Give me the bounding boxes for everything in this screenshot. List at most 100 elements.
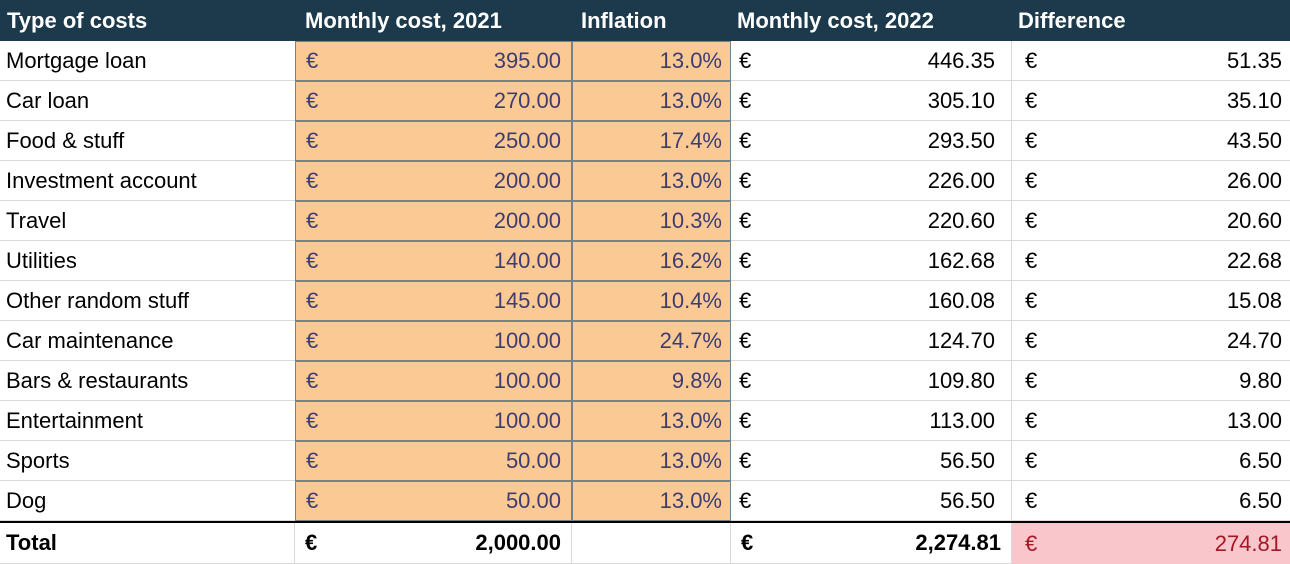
cell-monthly-cost-2021[interactable]: € 100.00 — [295, 361, 572, 401]
total-difference-cell[interactable]: € 274.81 — [1012, 523, 1290, 564]
cell-type-of-costs[interactable]: Investment account — [0, 161, 295, 201]
cell-monthly-cost-2021[interactable]: € 140.00 — [295, 241, 572, 281]
cell-monthly-cost-2022[interactable]: € 109.80 — [731, 361, 1012, 401]
cell-difference[interactable]: € 26.00 — [1012, 161, 1290, 201]
cell-inflation[interactable]: 17.4% — [572, 121, 731, 161]
cell-monthly-cost-2021[interactable]: € 200.00 — [295, 201, 572, 241]
cell-type-of-costs[interactable]: Dog — [0, 481, 295, 521]
euro-symbol: € — [306, 208, 319, 233]
total-label-cell[interactable]: Total — [0, 523, 295, 564]
inflation-value: 13.0% — [659, 488, 722, 513]
cell-monthly-cost-2022[interactable]: € 56.50 — [731, 481, 1012, 521]
difference-value: 51.35 — [1226, 47, 1282, 73]
cell-difference[interactable]: € 9.80 — [1012, 361, 1290, 401]
cell-type-of-costs[interactable]: Car maintenance — [0, 321, 295, 361]
cell-type-of-costs[interactable]: Mortgage loan — [0, 41, 295, 81]
cell-inflation[interactable]: 13.0% — [572, 401, 731, 441]
cell-monthly-cost-2022[interactable]: € 162.68 — [731, 241, 1012, 281]
cell-inflation[interactable]: 13.0% — [572, 81, 731, 121]
cell-inflation[interactable]: 10.3% — [572, 201, 731, 241]
cell-monthly-cost-2022[interactable]: € 160.08 — [731, 281, 1012, 321]
cell-difference[interactable]: € 20.60 — [1012, 201, 1290, 241]
euro-symbol: € — [739, 167, 752, 193]
cell-inflation[interactable]: 13.0% — [572, 41, 731, 81]
euro-symbol: € — [1025, 167, 1038, 193]
cell-type-of-costs[interactable]: Bars & restaurants — [0, 361, 295, 401]
euro-symbol: € — [1025, 127, 1038, 153]
cell-difference[interactable]: € 6.50 — [1012, 441, 1290, 481]
difference-value: 9.80 — [1239, 367, 1282, 393]
cell-type-of-costs[interactable]: Entertainment — [0, 401, 295, 441]
cell-monthly-cost-2021[interactable]: € 100.00 — [295, 321, 572, 361]
cell-monthly-cost-2021[interactable]: € 395.00 — [295, 41, 572, 81]
cell-inflation[interactable]: 16.2% — [572, 241, 731, 281]
cost-2021-value: 270.00 — [493, 88, 561, 113]
cost-type-label: Travel — [6, 207, 67, 233]
cell-monthly-cost-2022[interactable]: € 226.00 — [731, 161, 1012, 201]
cell-monthly-cost-2021[interactable]: € 100.00 — [295, 401, 572, 441]
euro-symbol: € — [1025, 530, 1038, 556]
inflation-value: 13.0% — [659, 408, 722, 433]
cell-monthly-cost-2022[interactable]: € 113.00 — [731, 401, 1012, 441]
cell-inflation[interactable]: 13.0% — [572, 441, 731, 481]
euro-symbol: € — [1025, 367, 1038, 393]
cell-difference[interactable]: € 35.10 — [1012, 81, 1290, 121]
cell-type-of-costs[interactable]: Sports — [0, 441, 295, 481]
euro-symbol: € — [1025, 247, 1038, 273]
euro-symbol: € — [306, 48, 319, 73]
inflation-value: 13.0% — [659, 168, 722, 193]
total-inflation-cell[interactable] — [572, 523, 731, 564]
cell-difference[interactable]: € 22.68 — [1012, 241, 1290, 281]
inflation-value: 16.2% — [659, 248, 722, 273]
cell-monthly-cost-2022[interactable]: € 446.35 — [731, 41, 1012, 81]
cell-type-of-costs[interactable]: Food & stuff — [0, 121, 295, 161]
cost-2022-value: 56.50 — [939, 447, 995, 473]
euro-symbol: € — [1025, 487, 1038, 513]
total-cost-2022-cell[interactable]: € 2,274.81 — [731, 523, 1012, 564]
cell-difference[interactable]: € 24.70 — [1012, 321, 1290, 361]
cell-inflation[interactable]: 9.8% — [572, 361, 731, 401]
cell-difference[interactable]: € 13.00 — [1012, 401, 1290, 441]
cell-type-of-costs[interactable]: Travel — [0, 201, 295, 241]
euro-symbol: € — [1025, 47, 1038, 73]
euro-symbol: € — [306, 128, 319, 153]
header-type-of-costs[interactable]: Type of costs — [7, 7, 148, 33]
header-inflation[interactable]: Inflation — [581, 7, 667, 33]
cell-type-of-costs[interactable]: Car loan — [0, 81, 295, 121]
euro-symbol: € — [1025, 447, 1038, 473]
cell-monthly-cost-2021[interactable]: € 50.00 — [295, 441, 572, 481]
cell-difference[interactable]: € 15.08 — [1012, 281, 1290, 321]
cell-monthly-cost-2021[interactable]: € 250.00 — [295, 121, 572, 161]
cell-monthly-cost-2022[interactable]: € 56.50 — [731, 441, 1012, 481]
cell-monthly-cost-2022[interactable]: € 124.70 — [731, 321, 1012, 361]
table-row: Food & stuff € 250.00 17.4% € 293.50 € 4… — [0, 121, 1290, 161]
cell-difference[interactable]: € 6.50 — [1012, 481, 1290, 521]
cell-monthly-cost-2021[interactable]: € 50.00 — [295, 481, 572, 521]
cell-monthly-cost-2021[interactable]: € 145.00 — [295, 281, 572, 321]
cell-inflation[interactable]: 13.0% — [572, 161, 731, 201]
cell-type-of-costs[interactable]: Other random stuff — [0, 281, 295, 321]
cost-2021-value: 395.00 — [493, 48, 561, 73]
cell-type-of-costs[interactable]: Utilities — [0, 241, 295, 281]
cell-difference[interactable]: € 43.50 — [1012, 121, 1290, 161]
header-monthly-cost-2022[interactable]: Monthly cost, 2022 — [737, 7, 934, 33]
header-monthly-cost-2021[interactable]: Monthly cost, 2021 — [305, 7, 502, 33]
cell-monthly-cost-2022[interactable]: € 220.60 — [731, 201, 1012, 241]
cell-monthly-cost-2021[interactable]: € 270.00 — [295, 81, 572, 121]
cell-monthly-cost-2022[interactable]: € 293.50 — [731, 121, 1012, 161]
header-difference[interactable]: Difference — [1018, 7, 1126, 33]
cell-monthly-cost-2022[interactable]: € 305.10 — [731, 81, 1012, 121]
cell-monthly-cost-2021[interactable]: € 200.00 — [295, 161, 572, 201]
cell-inflation[interactable]: 10.4% — [572, 281, 731, 321]
cell-inflation[interactable]: 13.0% — [572, 481, 731, 521]
euro-symbol: € — [739, 247, 752, 273]
cost-2022-value: 162.68 — [927, 247, 995, 273]
cell-inflation[interactable]: 24.7% — [572, 321, 731, 361]
difference-value: 35.10 — [1226, 87, 1282, 113]
cost-type-label: Entertainment — [6, 407, 143, 433]
total-cost-2021-cell[interactable]: € 2,000.00 — [295, 523, 572, 564]
cell-difference[interactable]: € 51.35 — [1012, 41, 1290, 81]
euro-symbol: € — [306, 488, 319, 513]
inflation-value: 13.0% — [659, 88, 722, 113]
table-row: Bars & restaurants € 100.00 9.8% € 109.8… — [0, 361, 1290, 401]
